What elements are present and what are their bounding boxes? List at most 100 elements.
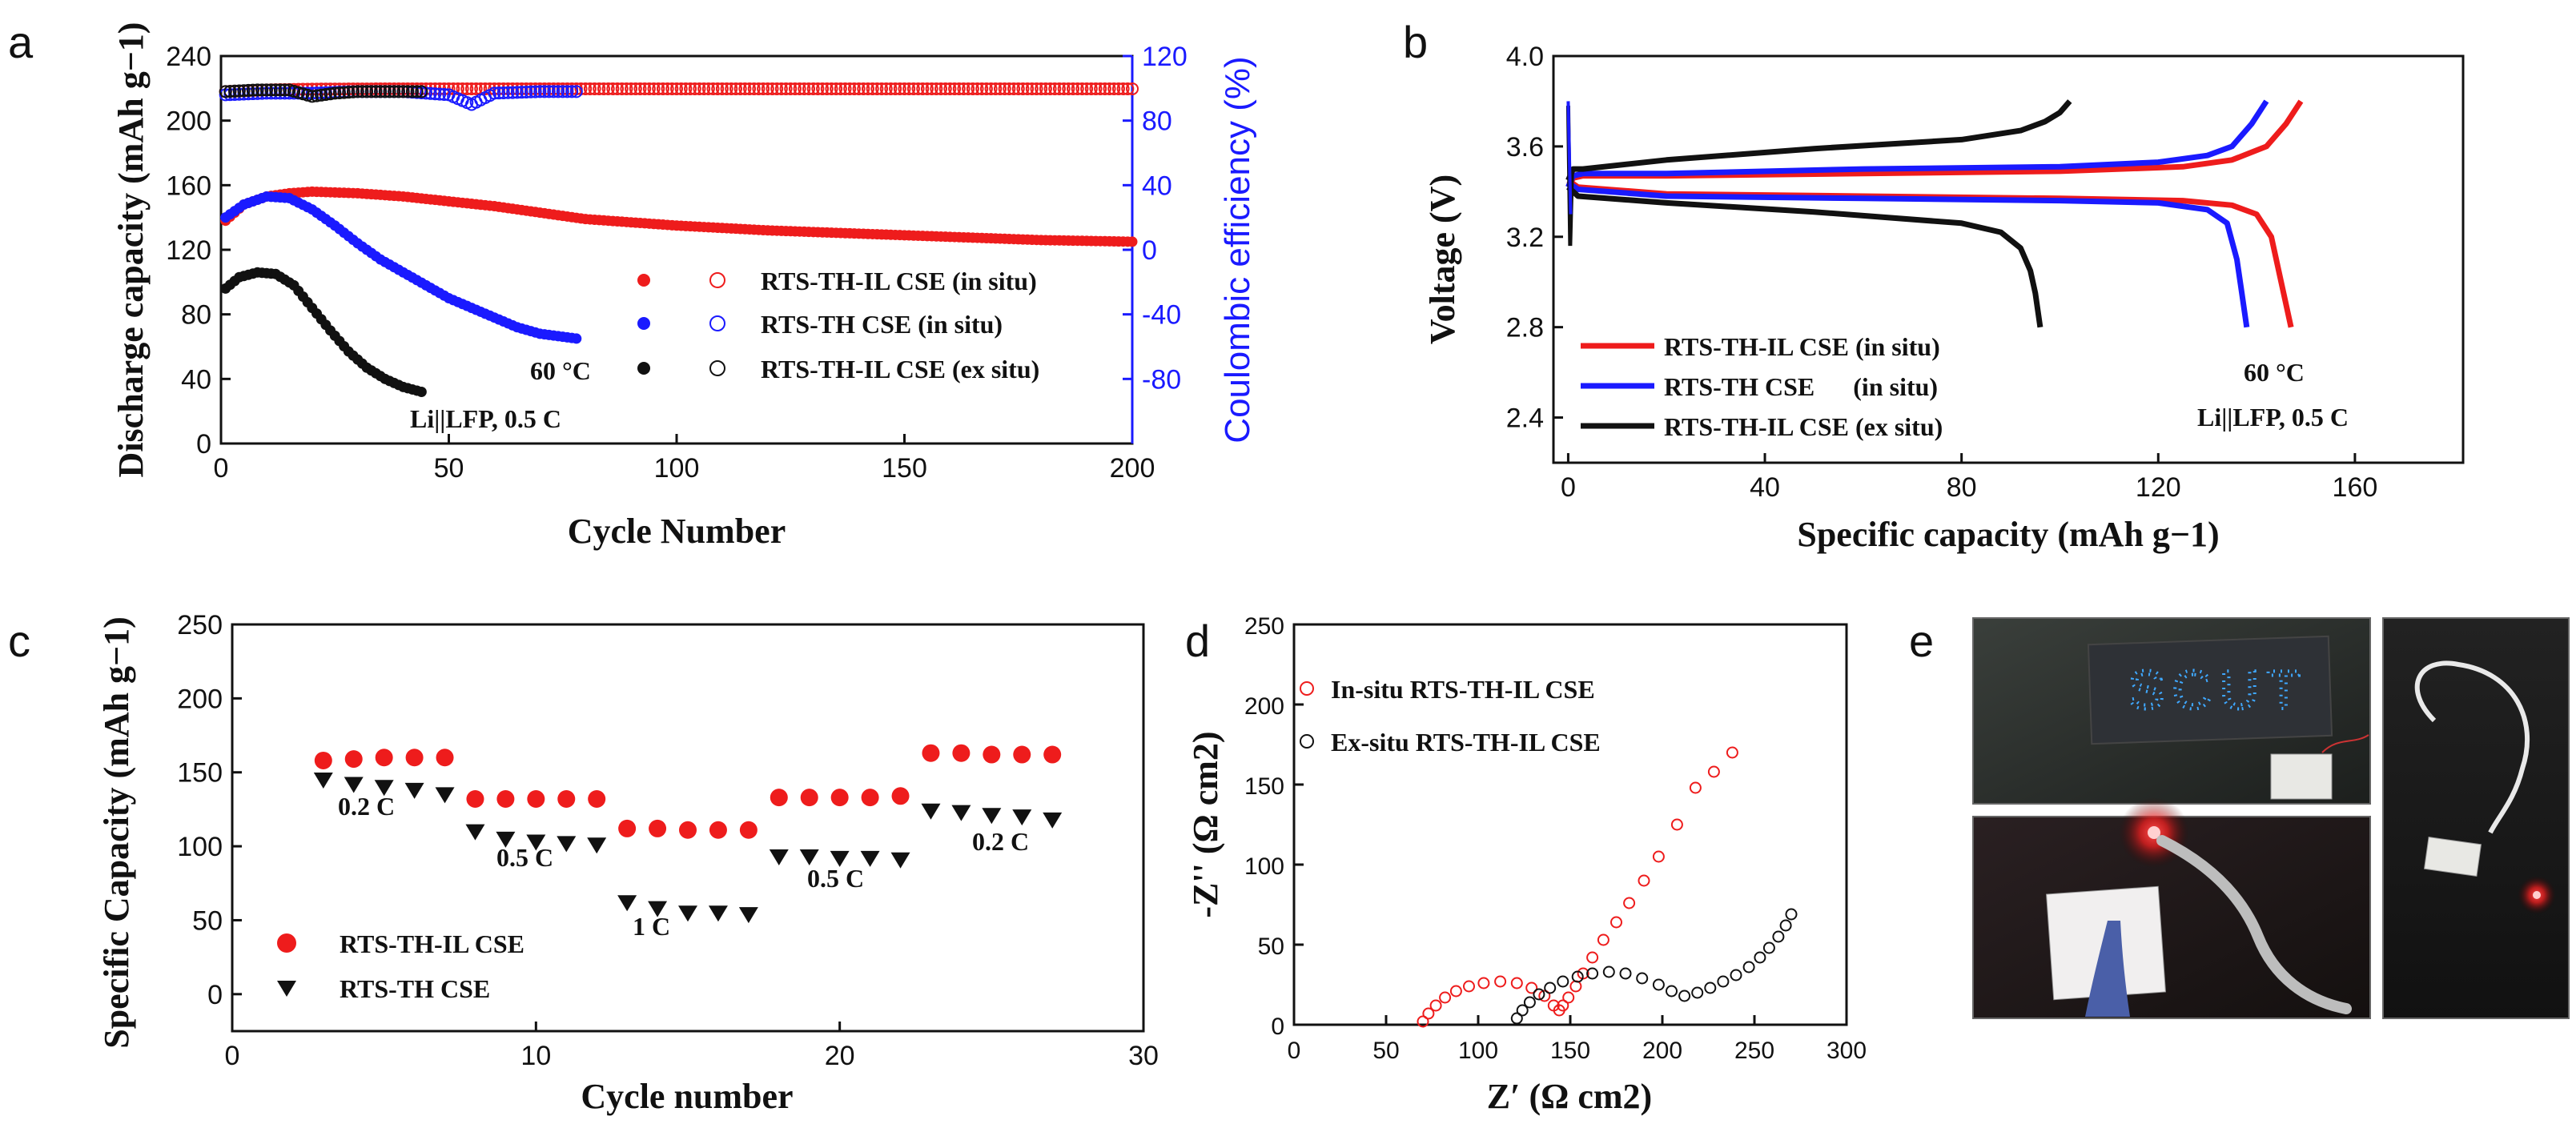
panel-d-legend-1: In-situ RTS-TH-IL CSE <box>1331 675 1595 704</box>
x-tick-label: 10 <box>520 1041 551 1071</box>
rts-th-il-point <box>436 749 454 767</box>
nyquist-point <box>1785 908 1798 921</box>
ce-point <box>711 82 725 95</box>
nyquist-point <box>1562 991 1575 1004</box>
ce-point <box>966 82 979 95</box>
ce-point <box>725 82 738 95</box>
ce-point <box>556 85 569 98</box>
ce-point <box>328 86 342 100</box>
ce-point <box>701 82 715 95</box>
ce-point <box>437 87 451 101</box>
rts-th-point <box>648 901 668 917</box>
ce-point <box>588 82 601 95</box>
ce-point <box>255 83 269 97</box>
rts-th-il-point <box>466 789 484 808</box>
ce-point <box>962 82 975 95</box>
rts-th-point <box>374 780 394 797</box>
panel-d-points <box>1417 746 1798 1028</box>
ce-point <box>1089 82 1103 95</box>
ce-point <box>428 87 442 101</box>
ce-point <box>273 83 287 97</box>
y-tick-label: 0 <box>207 980 223 1010</box>
ce-point <box>1030 82 1043 95</box>
nyquist-point <box>1779 919 1792 932</box>
ce-point <box>506 86 520 99</box>
rts-th-il-point <box>861 789 879 807</box>
ce-point <box>1098 82 1111 95</box>
nyquist-point <box>1571 970 1584 983</box>
ce-point <box>670 82 683 95</box>
rts-th-il-point <box>1013 745 1031 764</box>
ce-point <box>720 82 733 95</box>
rts-th-il-point <box>952 744 971 762</box>
panel-b-legend: RTS-TH-IL CSE (in situ) RTS-TH CSE (in s… <box>1581 332 1943 441</box>
ce-point <box>269 83 283 97</box>
rts-th-il-point <box>739 821 758 839</box>
ce-point <box>665 82 679 95</box>
x-tick-label: 200 <box>1110 453 1155 484</box>
ce-point <box>496 86 510 99</box>
ce-point <box>347 85 360 98</box>
y-tick-label: 3.6 <box>1506 132 1544 163</box>
ce-point <box>834 82 847 95</box>
ce-point <box>597 82 610 95</box>
ce-point <box>1021 82 1035 95</box>
led-strip <box>2156 835 2352 1014</box>
rts-th-point <box>557 836 577 853</box>
ce-point <box>989 82 1003 95</box>
legend-marker <box>709 315 725 331</box>
x-tick-label: 80 <box>1947 472 1977 503</box>
panel-c-xlabel: Cycle number <box>581 1077 793 1116</box>
ce-point <box>715 82 729 95</box>
rts-th-point <box>830 850 850 867</box>
ce-point <box>788 82 802 95</box>
legend-marker <box>1300 734 1314 749</box>
ce-point <box>337 86 351 99</box>
ce-point <box>761 82 774 95</box>
gloved-finger <box>2085 921 2130 1017</box>
ce-point <box>561 85 574 98</box>
panel-b-chart: 0 40 80 120 160 2.4 2.8 3.2 3.6 4.0 Specific capa… <box>1423 42 2465 554</box>
nyquist-point <box>1691 986 1704 999</box>
ce-point <box>902 82 916 95</box>
panel-letter-c: c <box>8 616 30 666</box>
panel-c-rate-2: 0.5 C <box>496 843 553 872</box>
ce-point <box>351 85 364 98</box>
ce-point <box>547 85 561 98</box>
y-tick-label: -80 <box>1142 364 1181 395</box>
ce-point <box>766 82 779 95</box>
panel-d-xlabel: Z′ (Ω cm2) <box>1487 1077 1652 1116</box>
panel-c-ylabel: Specific Capacity (mAh g−1) <box>97 616 136 1049</box>
ce-point <box>537 85 551 98</box>
ce-point <box>228 84 242 98</box>
nyquist-point <box>1449 985 1462 998</box>
nyquist-point <box>1678 990 1691 1002</box>
discharge-curve <box>1566 180 2250 328</box>
capacity-point <box>416 386 427 397</box>
ce-point <box>633 82 647 95</box>
nyquist-point <box>1597 933 1609 946</box>
x-tick-label: 50 <box>1372 1038 1399 1064</box>
rts-th-il-point <box>800 789 818 807</box>
rts-th-il-point <box>770 789 788 807</box>
nyquist-point <box>1704 981 1717 994</box>
rts-th-point <box>860 850 880 867</box>
ce-point <box>528 85 542 98</box>
panel-a-legend-3: RTS-TH-IL CSE (ex situ) <box>761 355 1039 383</box>
ce-point <box>1103 82 1116 95</box>
x-tick-label: 150 <box>1550 1038 1590 1064</box>
ce-point <box>870 82 884 95</box>
panel-c-rate-3: 1 C <box>633 912 670 941</box>
nyquist-point <box>1666 985 1678 998</box>
ce-point <box>798 82 811 95</box>
rts-th-point <box>1012 809 1032 826</box>
nyquist-point <box>1717 975 1730 988</box>
ce-point <box>920 82 934 95</box>
ce-point <box>369 85 383 98</box>
panel-a-legend-1: RTS-TH-IL CSE (in situ) <box>761 267 1037 295</box>
y-tick-label: 50 <box>192 905 223 936</box>
nyquist-point <box>1638 874 1650 887</box>
ce-point <box>332 86 346 99</box>
y-tick-label: 120 <box>166 235 211 266</box>
